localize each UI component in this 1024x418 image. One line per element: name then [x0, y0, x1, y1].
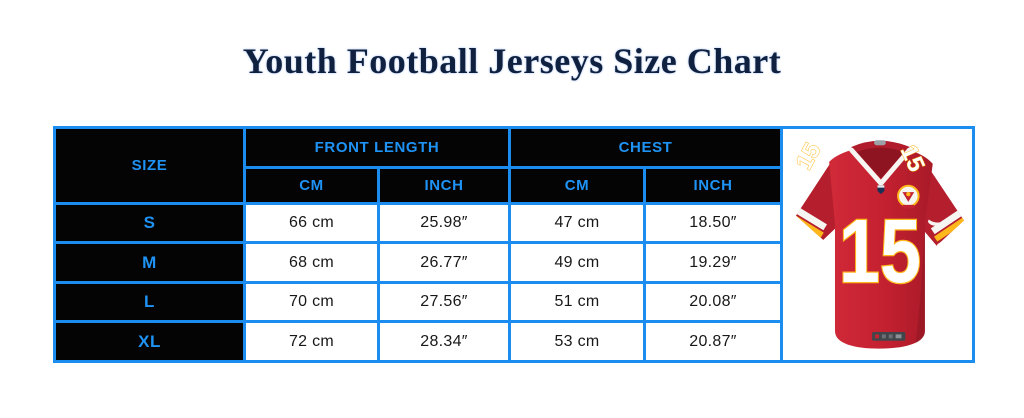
subheader-chest-inch: INCH — [643, 165, 784, 205]
nike-swoosh-icon — [927, 219, 947, 226]
subheader-front-cm: CM — [243, 165, 380, 205]
chest-cm: 51 cm — [508, 280, 647, 324]
table-row-l: L 70 cm 27.56″ 51 cm 20.08″ — [53, 280, 974, 324]
chest-cm: 53 cm — [508, 320, 647, 363]
size-label: M — [53, 241, 246, 284]
page-title: Youth Football Jerseys Size Chart — [242, 41, 782, 81]
front-length-inch: 28.34″ — [376, 320, 512, 363]
jersey-image: 15 15 15 — [789, 138, 964, 349]
table-row-xl: XL 72 cm 28.34″ 53 cm 20.87″ — [53, 320, 974, 363]
header-size: SIZE — [53, 126, 246, 205]
size-chart-table: SIZE FRONT LENGTH CHEST — [53, 126, 976, 363]
jersey-collar-inside — [853, 144, 907, 179]
front-length-cm: 66 cm — [243, 201, 380, 245]
chest-cm: 47 cm — [508, 201, 647, 245]
size-label: XL — [53, 320, 246, 363]
front-length-inch: 25.98″ — [376, 201, 512, 245]
team-patch-icon — [896, 184, 920, 209]
jersey-side-shadow — [914, 223, 925, 344]
size-label: L — [53, 280, 246, 324]
jersey-chest-number: 15 — [838, 202, 920, 302]
nfl-shield-icon — [877, 185, 884, 195]
subheader-chest-cm: CM — [508, 165, 647, 205]
jersey-left-shoulder-number: 15 — [790, 138, 825, 173]
header-chest: CHEST — [508, 126, 784, 169]
chest-cm: 49 cm — [508, 241, 647, 284]
front-length-cm: 72 cm — [243, 320, 380, 363]
jock-tag — [871, 331, 905, 341]
hanger-loop — [873, 140, 886, 146]
chest-inch: 18.50″ — [643, 201, 784, 245]
front-length-inch: 26.77″ — [376, 241, 512, 284]
table-row-m: M 68 cm 26.77″ 49 cm 19.29″ — [53, 241, 974, 284]
jersey-photo-cell: 15 15 15 — [780, 126, 976, 363]
chest-inch: 19.29″ — [643, 241, 784, 284]
table-row-s: S 66 cm 25.98″ 47 cm 18.50″ — [53, 201, 974, 245]
front-length-cm: 68 cm — [243, 241, 380, 284]
jersey-vneck-trim — [848, 147, 912, 188]
front-length-inch: 27.56″ — [376, 280, 512, 324]
front-length-cm: 70 cm — [243, 280, 380, 324]
size-label: S — [53, 201, 246, 245]
subheader-front-inch: INCH — [376, 165, 512, 205]
header-front-length: FRONT LENGTH — [242, 126, 512, 169]
chest-inch: 20.87″ — [643, 320, 784, 363]
chest-inch: 20.08″ — [643, 280, 784, 324]
